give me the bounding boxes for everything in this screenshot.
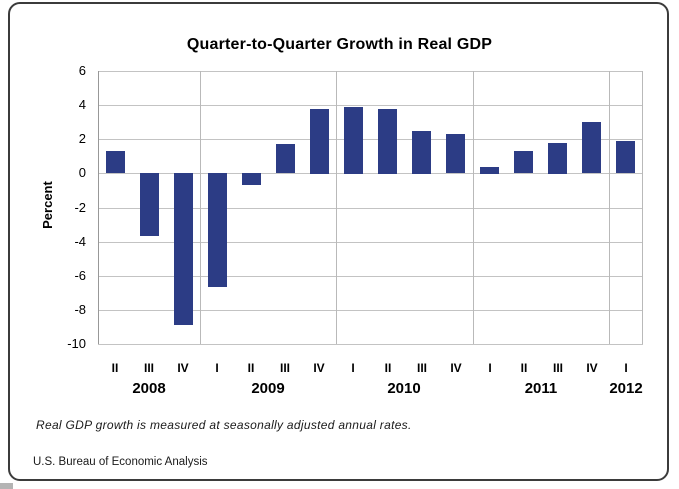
gdp-bar <box>310 109 329 174</box>
zero-gridline <box>98 173 643 174</box>
chart-title: Quarter-to-Quarter Growth in Real GDP <box>186 36 493 53</box>
gridline <box>98 242 643 243</box>
year-separator-line <box>473 71 474 344</box>
gdp-bar <box>242 173 261 185</box>
gridline <box>98 139 643 140</box>
quarter-label: II <box>111 361 119 375</box>
year-separator-line <box>200 71 201 344</box>
year-label: 2011 <box>524 380 558 397</box>
gdp-bar <box>582 122 601 173</box>
quarter-label: IV <box>450 361 462 375</box>
gdp-bar <box>276 144 295 173</box>
y-tick-label: -6 <box>74 268 86 283</box>
quarter-label: IV <box>313 361 325 375</box>
quarter-label: I <box>624 361 628 375</box>
y-tick-label: -10 <box>67 336 86 351</box>
y-tick-label: 2 <box>78 131 86 146</box>
year-label: 2010 <box>387 380 421 397</box>
plot-area <box>98 71 643 345</box>
gdp-bar <box>344 107 363 174</box>
gdp-bar <box>548 143 567 174</box>
quarter-label: III <box>416 361 427 375</box>
year-label: 2012 <box>609 380 643 397</box>
quarter-label: II <box>247 361 255 375</box>
quarter-label: II <box>384 361 392 375</box>
gdp-bar <box>378 109 397 174</box>
quarter-label: I <box>351 361 355 375</box>
year-label: 2008 <box>132 380 166 397</box>
gdp-bar <box>514 151 533 173</box>
resize-handle-artifact <box>0 483 13 489</box>
gridline <box>98 105 643 106</box>
gdp-bar <box>446 134 465 173</box>
y-tick-label: 4 <box>78 97 86 112</box>
plot-right-border <box>642 71 643 344</box>
gridline <box>98 310 643 311</box>
year-separator-line <box>609 71 610 344</box>
gridline <box>98 276 643 277</box>
quarter-label: II <box>520 361 528 375</box>
footnote: Real GDP growth is measured at seasonall… <box>36 418 412 432</box>
quarter-label: IV <box>586 361 598 375</box>
y-tick-label: 0 <box>78 165 86 180</box>
gdp-bar <box>106 151 125 173</box>
quarter-label: IV <box>177 361 189 375</box>
quarter-label: I <box>215 361 219 375</box>
year-label: 2009 <box>251 380 285 397</box>
gdp-bar <box>174 173 193 325</box>
y-axis-line <box>98 71 99 344</box>
gdp-bar <box>140 173 159 236</box>
quarter-label: III <box>552 361 563 375</box>
quarter-label: I <box>488 361 492 375</box>
y-tick-label: -2 <box>74 200 86 215</box>
source-attribution: U.S. Bureau of Economic Analysis <box>33 456 208 468</box>
y-tick-label: -4 <box>74 234 86 249</box>
y-tick-label: -8 <box>74 302 86 317</box>
gridline <box>98 71 643 72</box>
gdp-bar <box>616 141 635 173</box>
gridline <box>98 344 643 345</box>
quarter-label: III <box>143 361 154 375</box>
gdp-bar <box>480 167 499 174</box>
gdp-bar <box>208 173 227 287</box>
y-tick-label: 6 <box>78 63 86 78</box>
gdp-bar <box>412 131 431 174</box>
year-separator-line <box>336 71 337 344</box>
gridline <box>98 208 643 209</box>
quarter-label: III <box>279 361 290 375</box>
